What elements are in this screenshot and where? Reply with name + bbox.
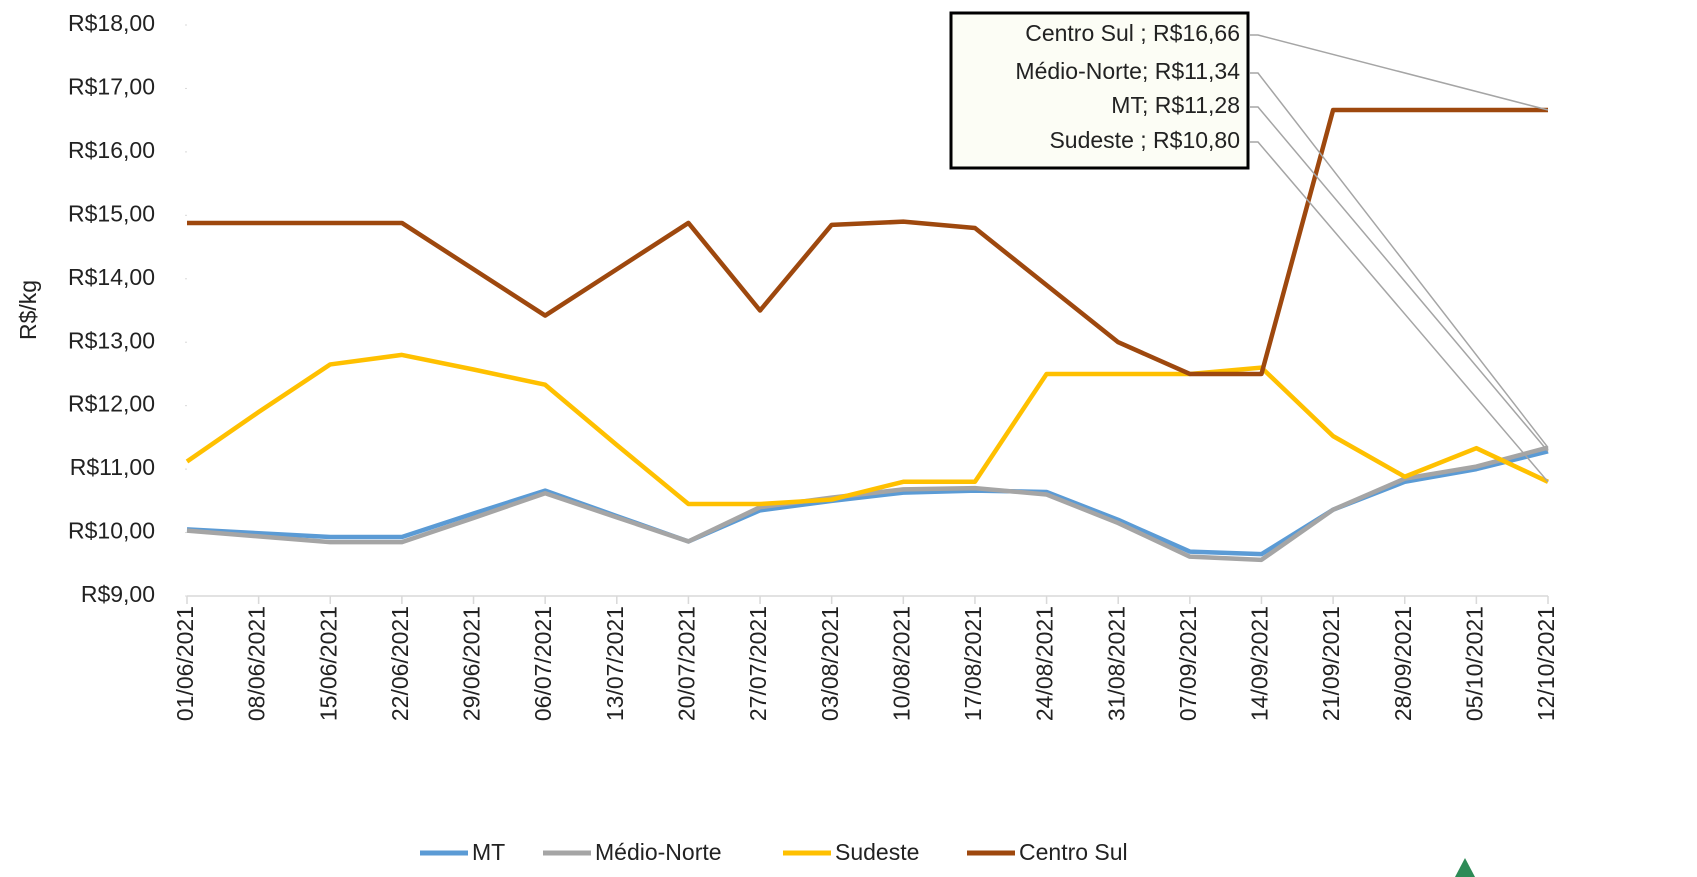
x-tick-label: 29/06/2021 [459,606,485,721]
leader-line [1250,72,1549,448]
x-tick-label: 05/10/2021 [1461,606,1487,721]
legend-label: Centro Sul [1019,839,1128,865]
y-tick-label: R$10,00 [68,518,155,544]
y-tick-label: R$14,00 [68,264,155,290]
x-tick-label: 06/07/2021 [530,606,556,721]
y-tick-label: R$11,00 [70,454,155,480]
logo [1455,858,1475,877]
x-tick-label: 21/09/2021 [1318,606,1344,721]
y-tick-label: R$18,00 [68,10,155,36]
legend-label: Sudeste [835,839,919,865]
annotation-text: Médio-Norte; R$11,34 [1015,58,1240,84]
x-tick-label: 10/08/2021 [888,606,914,721]
x-tick-label: 27/07/2021 [745,606,771,721]
annotation-text: Sudeste ; R$10,80 [1049,127,1240,153]
y-tick-label: R$12,00 [68,391,155,417]
x-tick-label: 14/09/2021 [1247,606,1273,721]
x-tick-label: 31/08/2021 [1103,606,1129,721]
y-tick-label: R$16,00 [68,137,155,163]
y-tick-label: R$17,00 [68,74,155,100]
annotation-text: MT; R$11,28 [1111,92,1240,118]
x-tick-label: 22/06/2021 [387,606,413,721]
y-tick-label: R$15,00 [68,200,155,226]
annotation-text: Centro Sul ; R$16,66 [1025,20,1240,46]
legend-label: Médio-Norte [595,839,722,865]
series-line [186,445,1549,563]
x-tick-label: 20/07/2021 [673,606,699,721]
leader-line [1250,34,1549,111]
x-tick-label: 08/06/2021 [244,606,270,721]
y-tick-label: R$13,00 [68,327,155,353]
annotation-box [949,11,1250,170]
x-tick-label: 03/08/2021 [817,606,843,721]
x-tick-label: 17/08/2021 [960,606,986,721]
leader-line [1250,106,1549,452]
x-tick-label: 12/10/2021 [1533,606,1559,721]
y-tick-label: R$9,00 [81,581,155,607]
leader-line [1250,141,1549,483]
y-axis-label: R$/kg [15,280,41,340]
x-tick-label: 13/07/2021 [602,606,628,721]
series-line [185,352,1549,507]
x-tick-label: 07/09/2021 [1175,606,1201,721]
x-tick-label: 01/06/2021 [172,606,198,721]
x-tick-label: 28/09/2021 [1390,606,1416,721]
x-tick-label: 15/06/2021 [315,606,341,721]
legend-label: MT [472,839,505,865]
x-tick-label: 24/08/2021 [1032,606,1058,721]
